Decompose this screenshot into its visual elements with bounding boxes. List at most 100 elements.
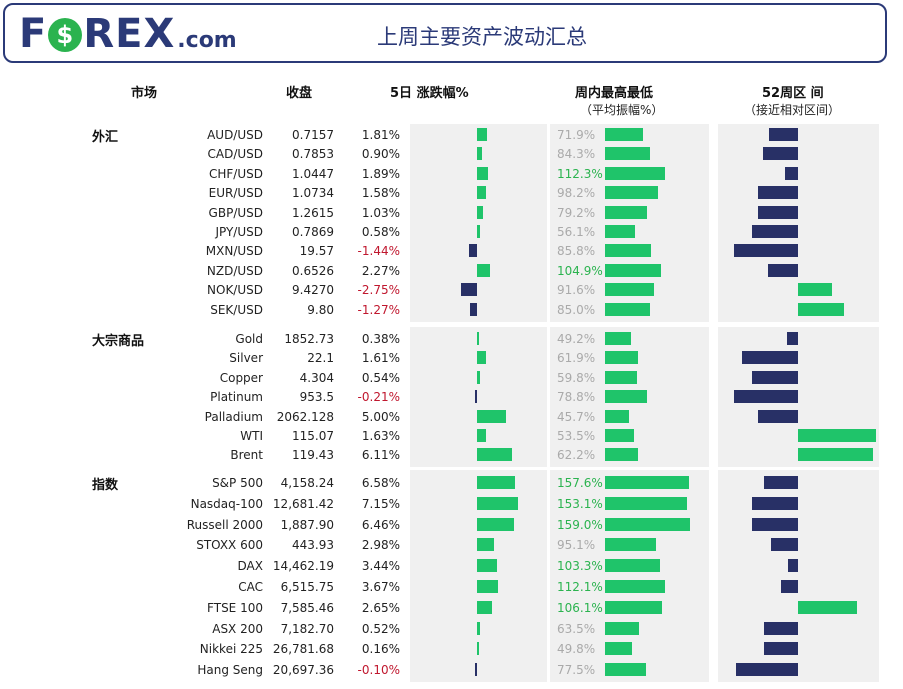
range-percent: 157.6% — [557, 476, 603, 490]
asset-name: Palladium — [204, 409, 263, 424]
asset-name: CAC — [238, 580, 263, 594]
range-bar — [605, 621, 639, 635]
range-bar — [605, 476, 690, 489]
logo-suffix: .com — [177, 28, 237, 53]
range-bar — [605, 351, 639, 365]
asset-name: Brent — [230, 448, 263, 463]
range-bar — [605, 283, 654, 297]
asset-name: Gold — [235, 332, 263, 346]
column-subheader-52-week: （接近相对区间） — [744, 103, 841, 117]
change-percent: 0.54% — [361, 370, 400, 385]
range-percent: 85.8% — [557, 244, 596, 259]
change-bar — [477, 205, 483, 219]
close-value: 1852.73 — [284, 332, 334, 346]
column-header-weekly-range: 周内最高最低 — [575, 86, 654, 101]
change-percent: -2.75% — [357, 283, 400, 298]
asset-name: S&P 500 — [212, 476, 263, 490]
asset-name: Platinum — [210, 390, 263, 405]
change-percent: 1.89% — [361, 166, 400, 181]
close-value: 1,887.90 — [280, 517, 334, 532]
asset-name: ASX 200 — [212, 621, 263, 636]
change-bar — [477, 370, 481, 384]
column-header-close: 收盘 — [286, 86, 313, 101]
range-bar — [605, 225, 635, 238]
close-value: 6,515.75 — [280, 580, 334, 594]
asset-name: DAX — [237, 559, 263, 574]
change-percent: 2.65% — [361, 600, 400, 615]
week52-bar — [742, 351, 798, 365]
range-percent: 56.1% — [557, 225, 596, 239]
range-percent: 85.0% — [557, 302, 596, 317]
close-value: 115.07 — [292, 429, 334, 443]
change-bar — [477, 621, 481, 635]
column-header-change: 5日 涨跌幅% — [390, 86, 469, 101]
change-percent: 3.67% — [361, 580, 400, 594]
range-bar — [605, 580, 665, 593]
week52-bar — [798, 302, 844, 316]
column-subheader-weekly-range: （平均振幅%） — [580, 103, 664, 117]
close-value: 7,182.70 — [280, 621, 334, 636]
week52-bar — [798, 429, 877, 442]
close-value: 2062.128 — [276, 409, 334, 424]
range-percent: 61.9% — [557, 351, 596, 366]
range-bar — [605, 302, 651, 316]
asset-name: FTSE 100 — [207, 600, 263, 615]
range-percent: 71.9% — [557, 128, 596, 142]
change-bar — [477, 166, 488, 180]
asset-name: EUR/USD — [208, 186, 263, 201]
asset-name: Silver — [229, 351, 263, 366]
range-percent: 159.0% — [557, 517, 603, 532]
change-bar — [477, 263, 491, 277]
change-bar — [477, 600, 493, 614]
week52-bar — [768, 263, 798, 277]
change-percent: 1.81% — [361, 128, 400, 142]
asset-name: AUD/USD — [207, 128, 263, 142]
forex-logo[interactable]: F $ REX.com — [19, 11, 237, 64]
close-value: 4,158.24 — [280, 476, 334, 490]
change-bar — [477, 225, 481, 238]
range-percent: 112.1% — [557, 580, 603, 594]
week52-bar — [735, 663, 798, 677]
close-value: 0.7157 — [292, 128, 334, 142]
range-percent: 45.7% — [557, 409, 596, 424]
week52-bar — [798, 448, 874, 462]
range-bar — [605, 496, 687, 510]
asset-name: GBP/USD — [208, 205, 263, 220]
range-bar — [605, 370, 637, 384]
change-percent: 6.46% — [361, 517, 400, 532]
range-percent: 84.3% — [557, 147, 596, 162]
change-bar — [477, 186, 487, 200]
change-bar — [477, 429, 487, 442]
week52-bar — [785, 166, 798, 180]
range-bar — [605, 263, 662, 277]
range-bar — [605, 600, 662, 614]
close-value: 119.43 — [292, 448, 334, 463]
change-bar — [477, 351, 487, 365]
range-bar — [605, 186, 658, 200]
asset-name: Russell 2000 — [186, 517, 263, 532]
dollar-o-icon: $ — [48, 18, 83, 52]
change-percent: 1.58% — [361, 186, 400, 201]
close-value: 26,781.68 — [272, 642, 334, 657]
week52-bar — [798, 600, 858, 614]
logo-letters-rex: REX — [83, 11, 176, 57]
group-label: 大宗商品 — [92, 334, 145, 349]
change-bar — [477, 642, 479, 656]
range-bar — [605, 448, 639, 462]
change-percent: 2.27% — [361, 263, 400, 278]
week52-bar — [764, 476, 798, 489]
week52-panel — [718, 470, 879, 682]
change-percent: 6.58% — [361, 476, 400, 490]
column-header-market: 市场 — [131, 86, 158, 101]
change-percent: 7.15% — [361, 496, 400, 511]
range-percent: 95.1% — [557, 538, 596, 553]
range-bar — [605, 166, 666, 180]
week52-bar — [764, 642, 798, 656]
close-value: 12,681.42 — [272, 496, 334, 511]
close-value: 4.304 — [299, 370, 334, 385]
column-header-52-week: 52周区 间 — [762, 86, 824, 101]
change-percent: 0.38% — [361, 332, 400, 346]
asset-name: MXN/USD — [205, 244, 263, 259]
range-bar — [605, 663, 647, 677]
close-value: 7,585.46 — [280, 600, 334, 615]
